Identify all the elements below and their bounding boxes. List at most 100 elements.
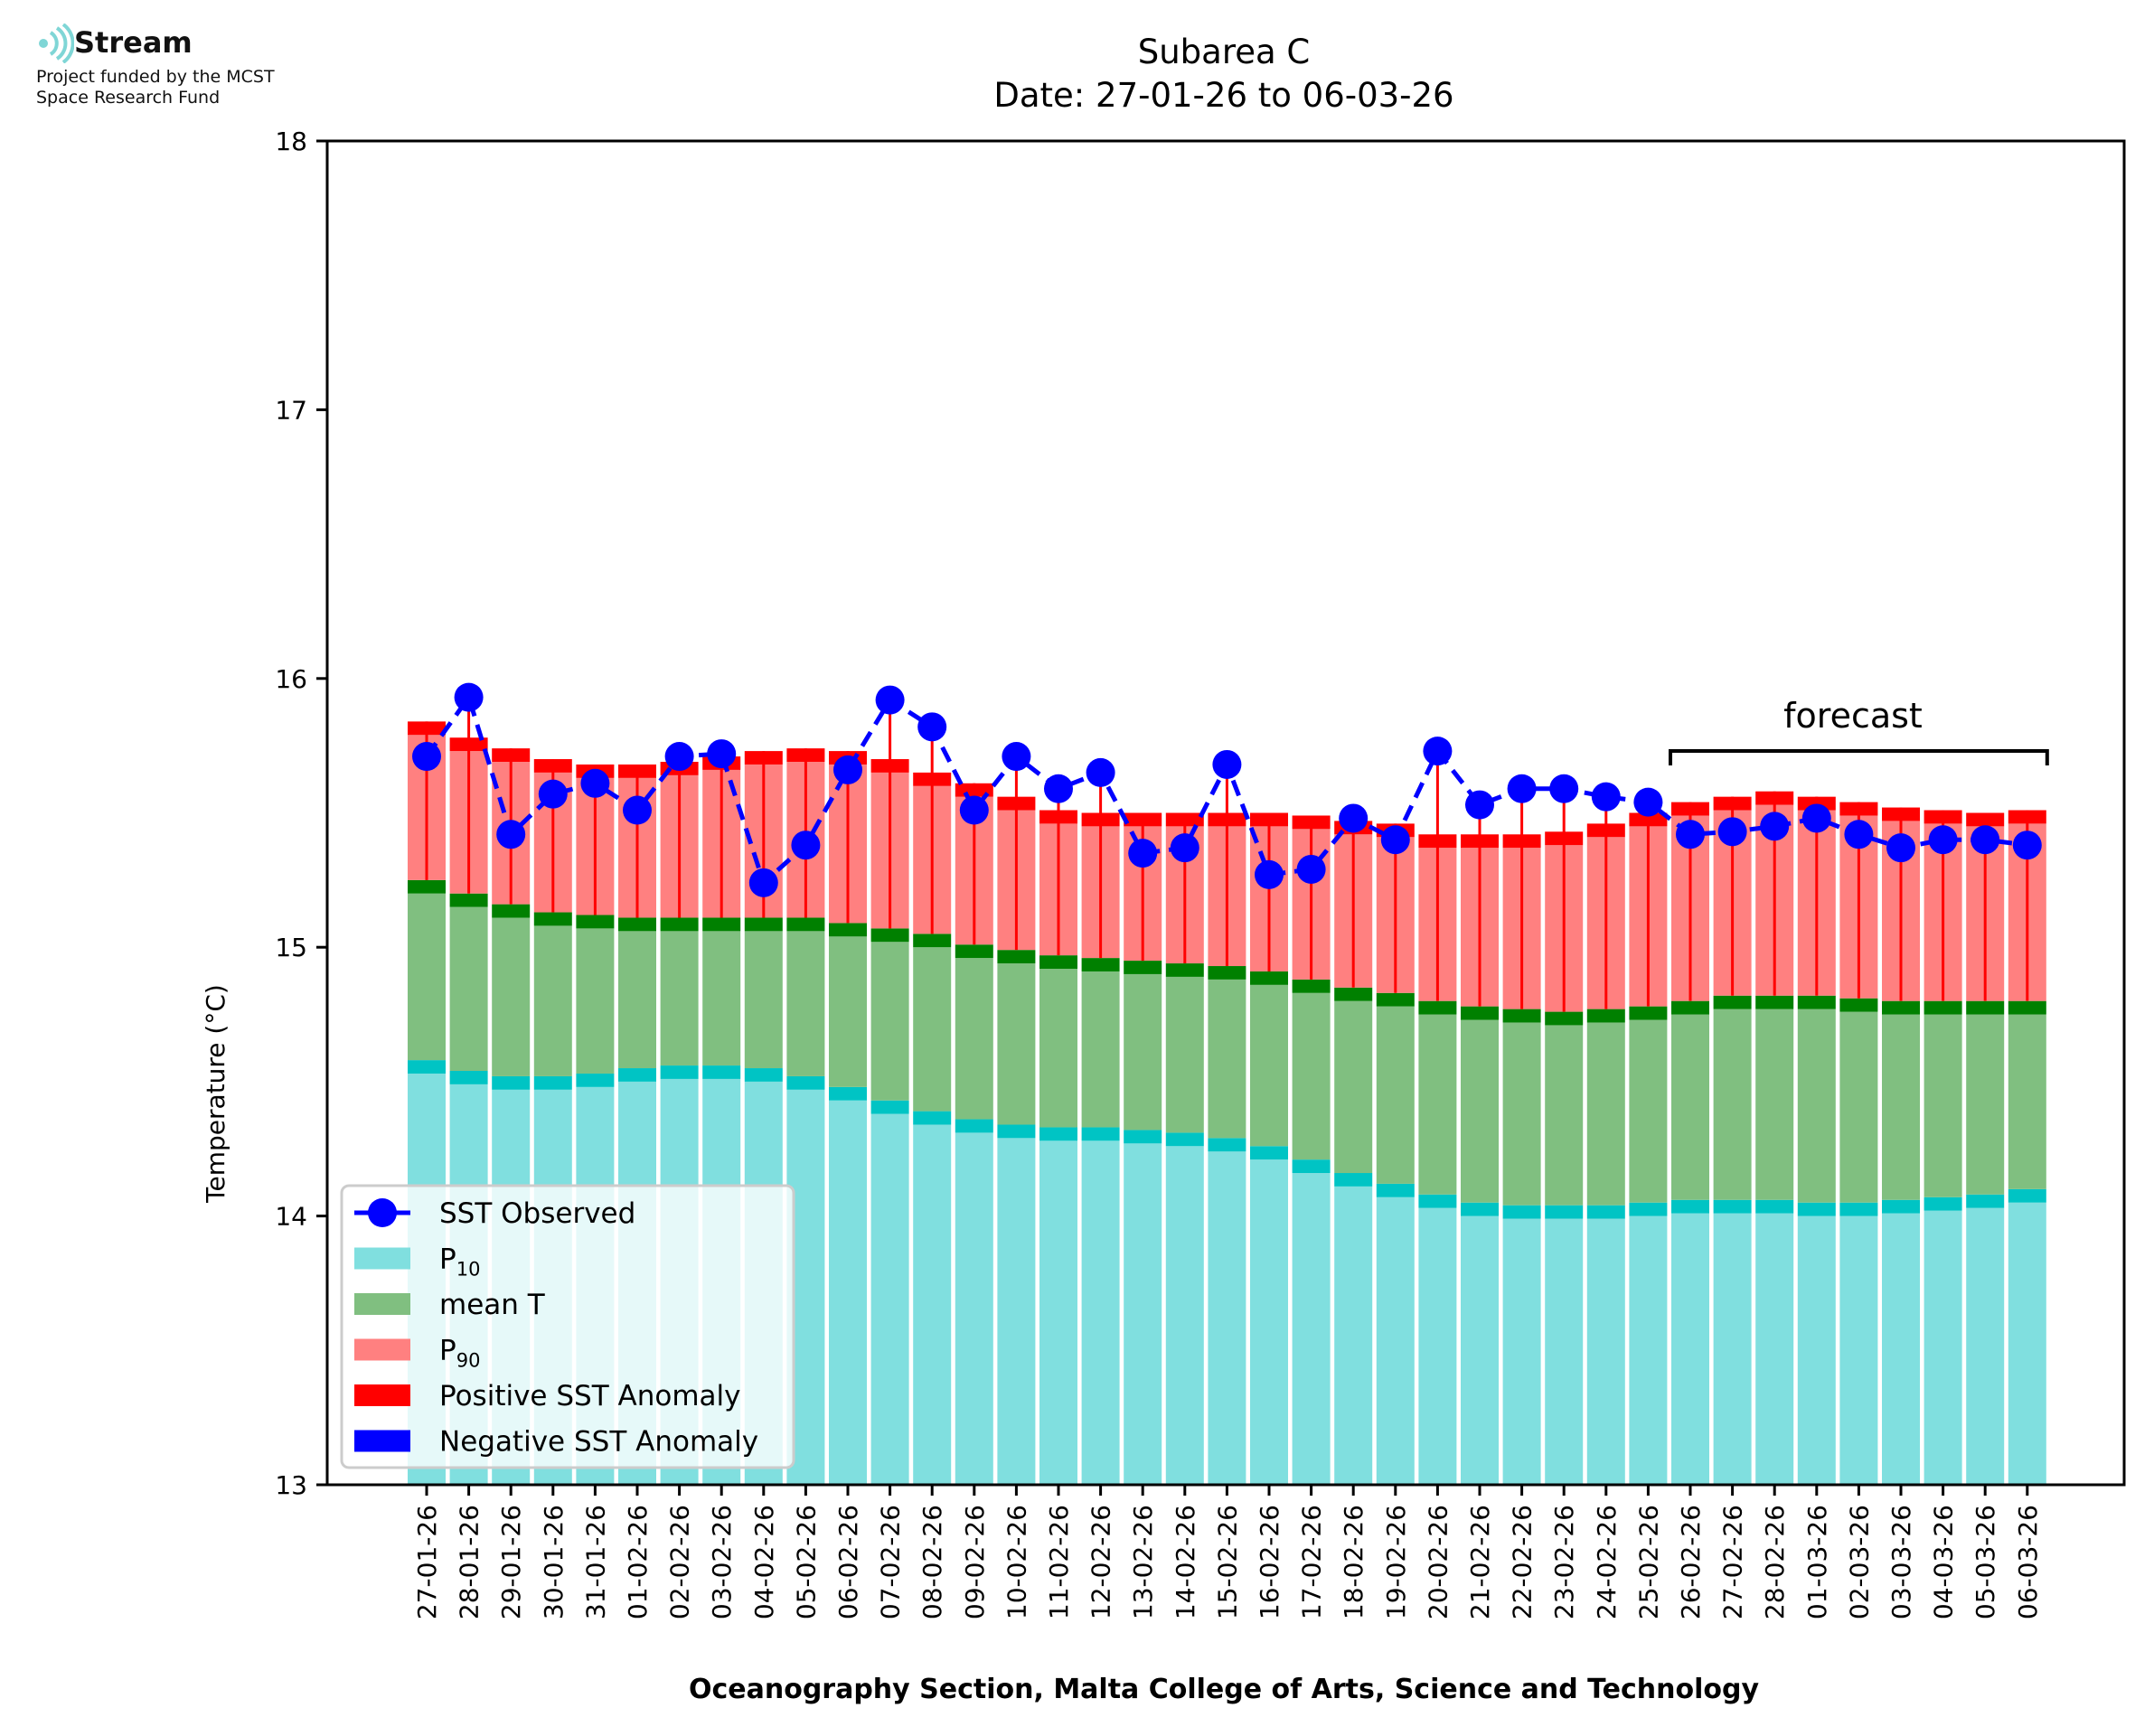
bar-mean-band [1418,1000,1457,1015]
legend-label: mean T [439,1289,546,1321]
bar-p10-band [744,1068,783,1082]
bar-mean [744,931,783,1069]
chart-title: Subarea C [1138,33,1311,71]
bar-p10-band [533,1075,572,1090]
bar-mean-band [1081,958,1120,971]
bar-mean [1208,979,1246,1139]
x-tick-label: 12-02-26 [1086,1505,1116,1619]
bar-mean [955,958,993,1120]
bar-mean [1334,1000,1373,1174]
bar-mean-band [1839,998,1878,1012]
bar-mean-band [1629,1006,1668,1020]
bar-p10-band [408,1060,446,1074]
bar-mean-band [1376,992,1415,1007]
sst-point-15-02-26 [1212,749,1242,779]
bar-mean [408,893,446,1061]
bar-mean-band [744,917,783,932]
bar-p10 [1545,1218,1584,1485]
bar-p10-band [1713,1199,1752,1214]
sst-point-01-02-26 [623,795,652,825]
bar-p10 [955,1132,993,1485]
bar-p10-band [1502,1205,1541,1219]
sst-point-04-02-26 [748,868,778,897]
bar-mean [997,963,1036,1125]
bar-stack-09-02-26 [955,783,993,1485]
sst-point-10-02-26 [1002,742,1031,772]
bar-mean-band [1713,995,1752,1009]
x-tick-label: 08-02-26 [917,1505,947,1619]
legend-item: SST Observed [354,1197,635,1230]
sst-point-02-03-26 [1844,820,1874,849]
bar-stack-26-02-26 [1671,802,1709,1485]
bar-stack-05-03-26 [1966,812,2005,1485]
bar-p10-band [1039,1127,1077,1141]
sst-point-02-02-26 [664,742,694,772]
x-tick-label: 09-02-26 [960,1505,990,1619]
sst-point-28-02-26 [1760,812,1790,841]
bar-p10-band [1671,1199,1709,1214]
sst-point-06-02-26 [833,755,862,784]
forecast-bracket-line [1669,749,2049,765]
bar-mean-band [1124,961,1162,974]
x-tick-label: 03-02-26 [707,1505,737,1619]
x-tick-label: 02-02-26 [665,1505,695,1619]
x-tick-label: 06-02-26 [833,1505,863,1619]
x-tick-label: 19-02-26 [1381,1505,1411,1619]
bar-p10 [1966,1207,2005,1485]
x-tick-label: 10-02-26 [1002,1505,1031,1619]
bar-mean-band [449,893,488,907]
sst-point-09-02-26 [959,795,989,825]
bar-mean-band [702,917,741,932]
x-tick-label: 01-02-26 [623,1505,653,1619]
bar-p10 [1461,1215,1499,1485]
x-tick-label: 07-02-26 [876,1505,906,1619]
bar-mean-band [997,950,1036,964]
bar-mean-band [408,879,446,894]
bar-p10 [1839,1215,1878,1485]
x-tick-label: 27-02-26 [1718,1505,1748,1619]
legend-label: SST Observed [439,1197,635,1230]
x-tick-label: 06-03-26 [2013,1505,2043,1619]
bar-p10 [1586,1218,1625,1485]
logo-name: Stream [74,25,193,60]
bar-mean-band [786,917,825,932]
x-tick-label: 13-02-26 [1128,1505,1158,1619]
sst-point-17-02-26 [1296,854,1326,884]
sst-point-26-02-26 [1676,820,1705,849]
bar-p10-band [702,1065,741,1079]
x-tick-label: 04-02-26 [749,1505,779,1619]
bar-mean [1545,1025,1584,1206]
legend-item: P90 [354,1335,480,1372]
bar-mean [1292,992,1331,1160]
bar-p10-band [786,1075,825,1090]
sst-point-22-02-26 [1507,774,1537,803]
bar-mean-band [1334,987,1373,1001]
bar-mean [1250,984,1288,1147]
bar-stack-05-02-26 [786,748,825,1485]
bar-p10-band [1418,1194,1457,1208]
bar-mean-band [1882,1000,1920,1015]
bar-p10-band [1966,1194,2005,1208]
bar-p10 [913,1124,952,1485]
legend-marker-swatch [368,1198,397,1227]
bar-p10-band [2008,1188,2046,1203]
bar-stack-14-02-26 [1165,812,1204,1485]
bar-p10-band [576,1073,615,1087]
bar-stack-21-02-26 [1461,804,1499,1485]
sst-point-30-01-26 [538,779,568,809]
sst-point-13-02-26 [1128,839,1158,868]
sst-point-19-02-26 [1380,825,1410,855]
bar-mean-band [955,944,993,959]
bar-mean [1461,1019,1499,1203]
bar-stack-15-02-26 [1208,764,1246,1485]
bar-p10 [1755,1213,1794,1485]
x-tick-label: 29-01-26 [496,1505,526,1619]
bar-mean [1418,1014,1457,1195]
legend-box [340,1184,795,1469]
bar-mean [1081,971,1120,1128]
bar-mean-band [1586,1009,1625,1023]
bar-mean-band [829,923,867,937]
bar-p10 [2008,1202,2046,1485]
bar-p10 [1039,1140,1077,1485]
